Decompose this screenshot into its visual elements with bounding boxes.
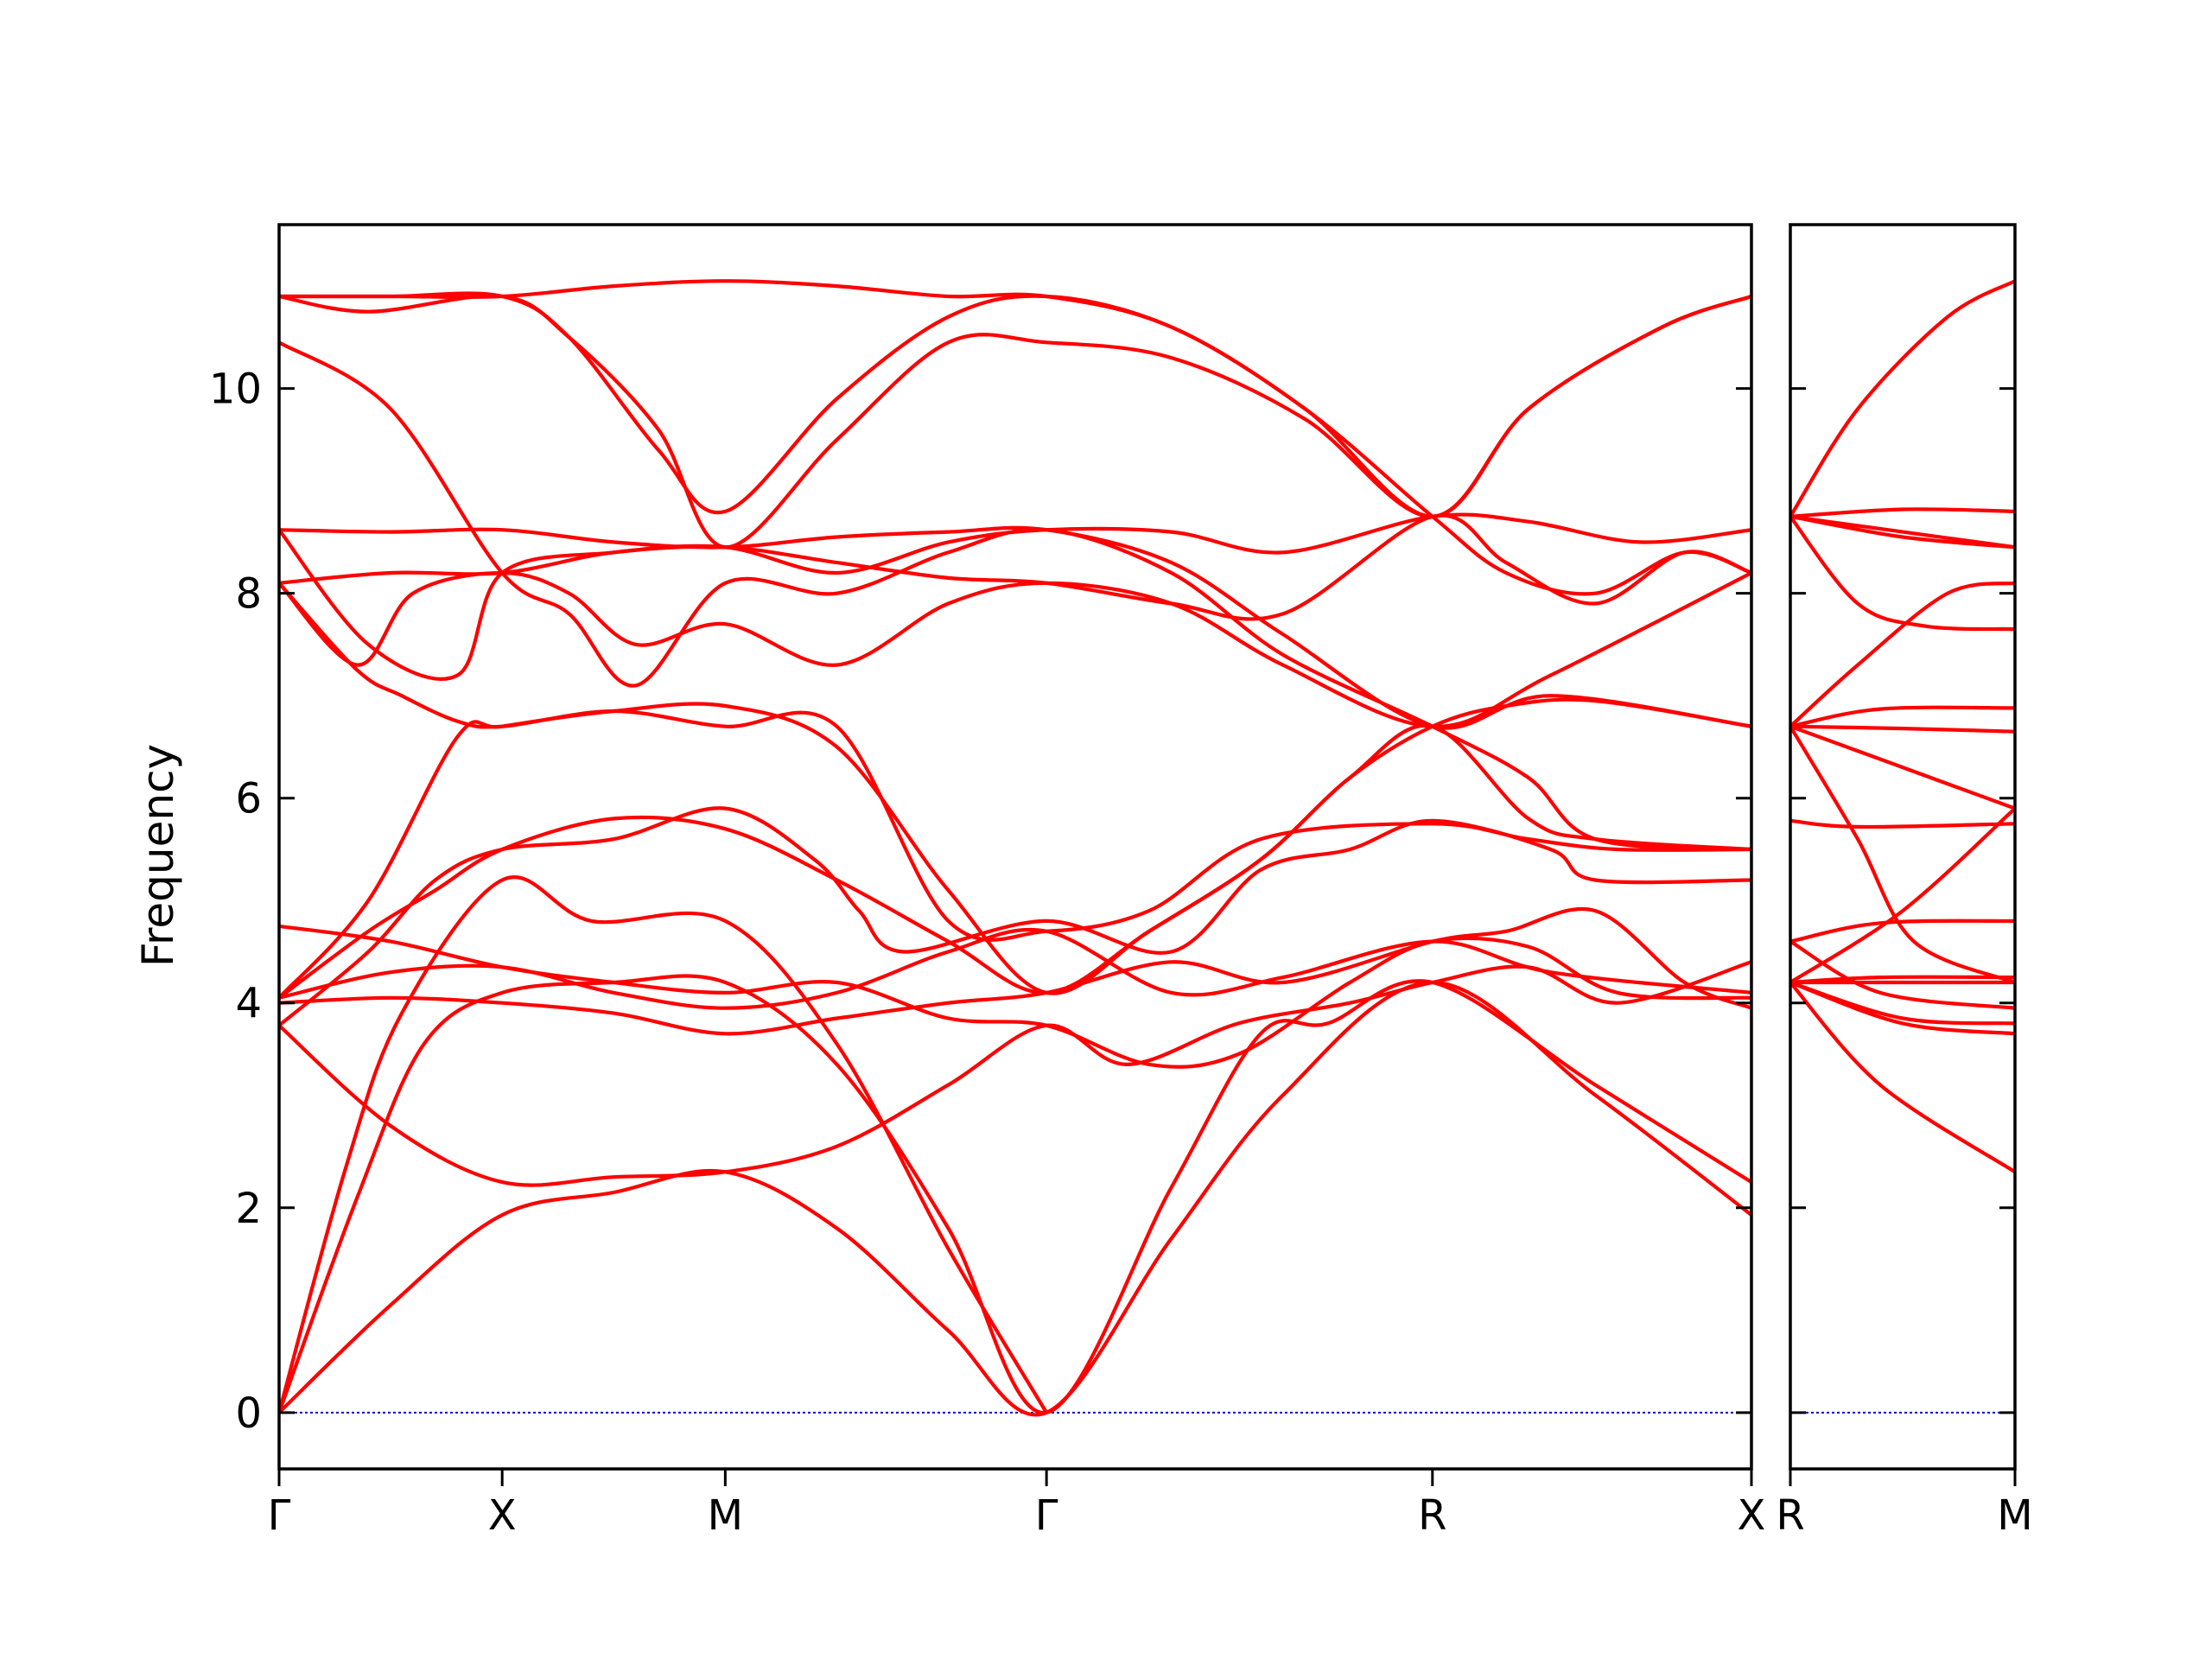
band-line-main-13 bbox=[279, 513, 1751, 681]
band-line-main-19 bbox=[279, 291, 1751, 518]
band-line-side-10 bbox=[1790, 724, 2015, 985]
y-tick-label: 4 bbox=[235, 980, 262, 1028]
band-line-main-7 bbox=[279, 723, 1751, 1000]
band-series-group bbox=[1790, 279, 2015, 1174]
kpoint-label-main-2: X bbox=[488, 1491, 517, 1540]
band-line-main-14 bbox=[279, 525, 1751, 730]
band-line-main-16 bbox=[279, 340, 1751, 852]
y-tick-label: 0 bbox=[235, 1389, 262, 1438]
band-line-main-3 bbox=[279, 875, 1049, 1414]
band-line-main-11 bbox=[279, 581, 1751, 942]
band-line-side-15 bbox=[1790, 939, 2015, 1010]
band-line-side-11 bbox=[1790, 818, 2015, 830]
band-line-side-18 bbox=[1790, 980, 2015, 1026]
y-tick-label: 2 bbox=[235, 1185, 262, 1233]
band-line-side-12 bbox=[1790, 918, 2015, 944]
y-tick-label: 6 bbox=[235, 775, 262, 823]
kpoint-label-side-1: R bbox=[1776, 1491, 1804, 1540]
band-line-side-4 bbox=[1790, 514, 2015, 550]
band-series-group bbox=[279, 279, 1751, 1417]
kpoint-label-main-3: M bbox=[708, 1491, 743, 1540]
band-line-side-2 bbox=[1790, 507, 2015, 518]
kpoint-label-main-1: Γ bbox=[268, 1491, 291, 1540]
band-line-side-7 bbox=[1790, 705, 2015, 728]
band-line-side-8 bbox=[1790, 724, 2015, 734]
band-line-main-1 bbox=[279, 980, 1751, 1417]
kpoint-label-main-6: X bbox=[1738, 1491, 1766, 1540]
band-line-main-10 bbox=[279, 924, 1751, 1069]
band-line-main-6 bbox=[279, 697, 1751, 1000]
band-line-side-16 bbox=[1790, 806, 2015, 985]
band-line-side-19 bbox=[1790, 980, 2015, 1174]
band-line-main-9 bbox=[279, 906, 1751, 1036]
axes-frame bbox=[1789, 223, 2017, 1471]
band-line-main-2 bbox=[279, 974, 1751, 1414]
kpoint-label-side-2: M bbox=[1997, 1491, 2032, 1540]
band-line-side-6 bbox=[1790, 581, 2015, 728]
band-line-main-18 bbox=[279, 279, 1751, 596]
axes-frame bbox=[277, 223, 1753, 1471]
kpoint-label-main-5: R bbox=[1418, 1491, 1446, 1540]
band-line-side-5 bbox=[1790, 514, 2015, 632]
kpoint-label-main-4: Γ bbox=[1035, 1491, 1058, 1540]
y-tick-label: 10 bbox=[209, 365, 262, 414]
main-panel: 0 2 4 6 8 10 Γ X M Γ R X bbox=[209, 223, 1766, 1540]
y-tick-label: 8 bbox=[235, 570, 262, 619]
band-line-main-4 bbox=[279, 960, 1751, 1187]
band-line-side-1 bbox=[1790, 279, 2015, 518]
band-line-main-17 bbox=[279, 294, 1751, 550]
y-axis-label: Frequency bbox=[133, 744, 183, 967]
band-line-side-9 bbox=[1790, 724, 2015, 810]
